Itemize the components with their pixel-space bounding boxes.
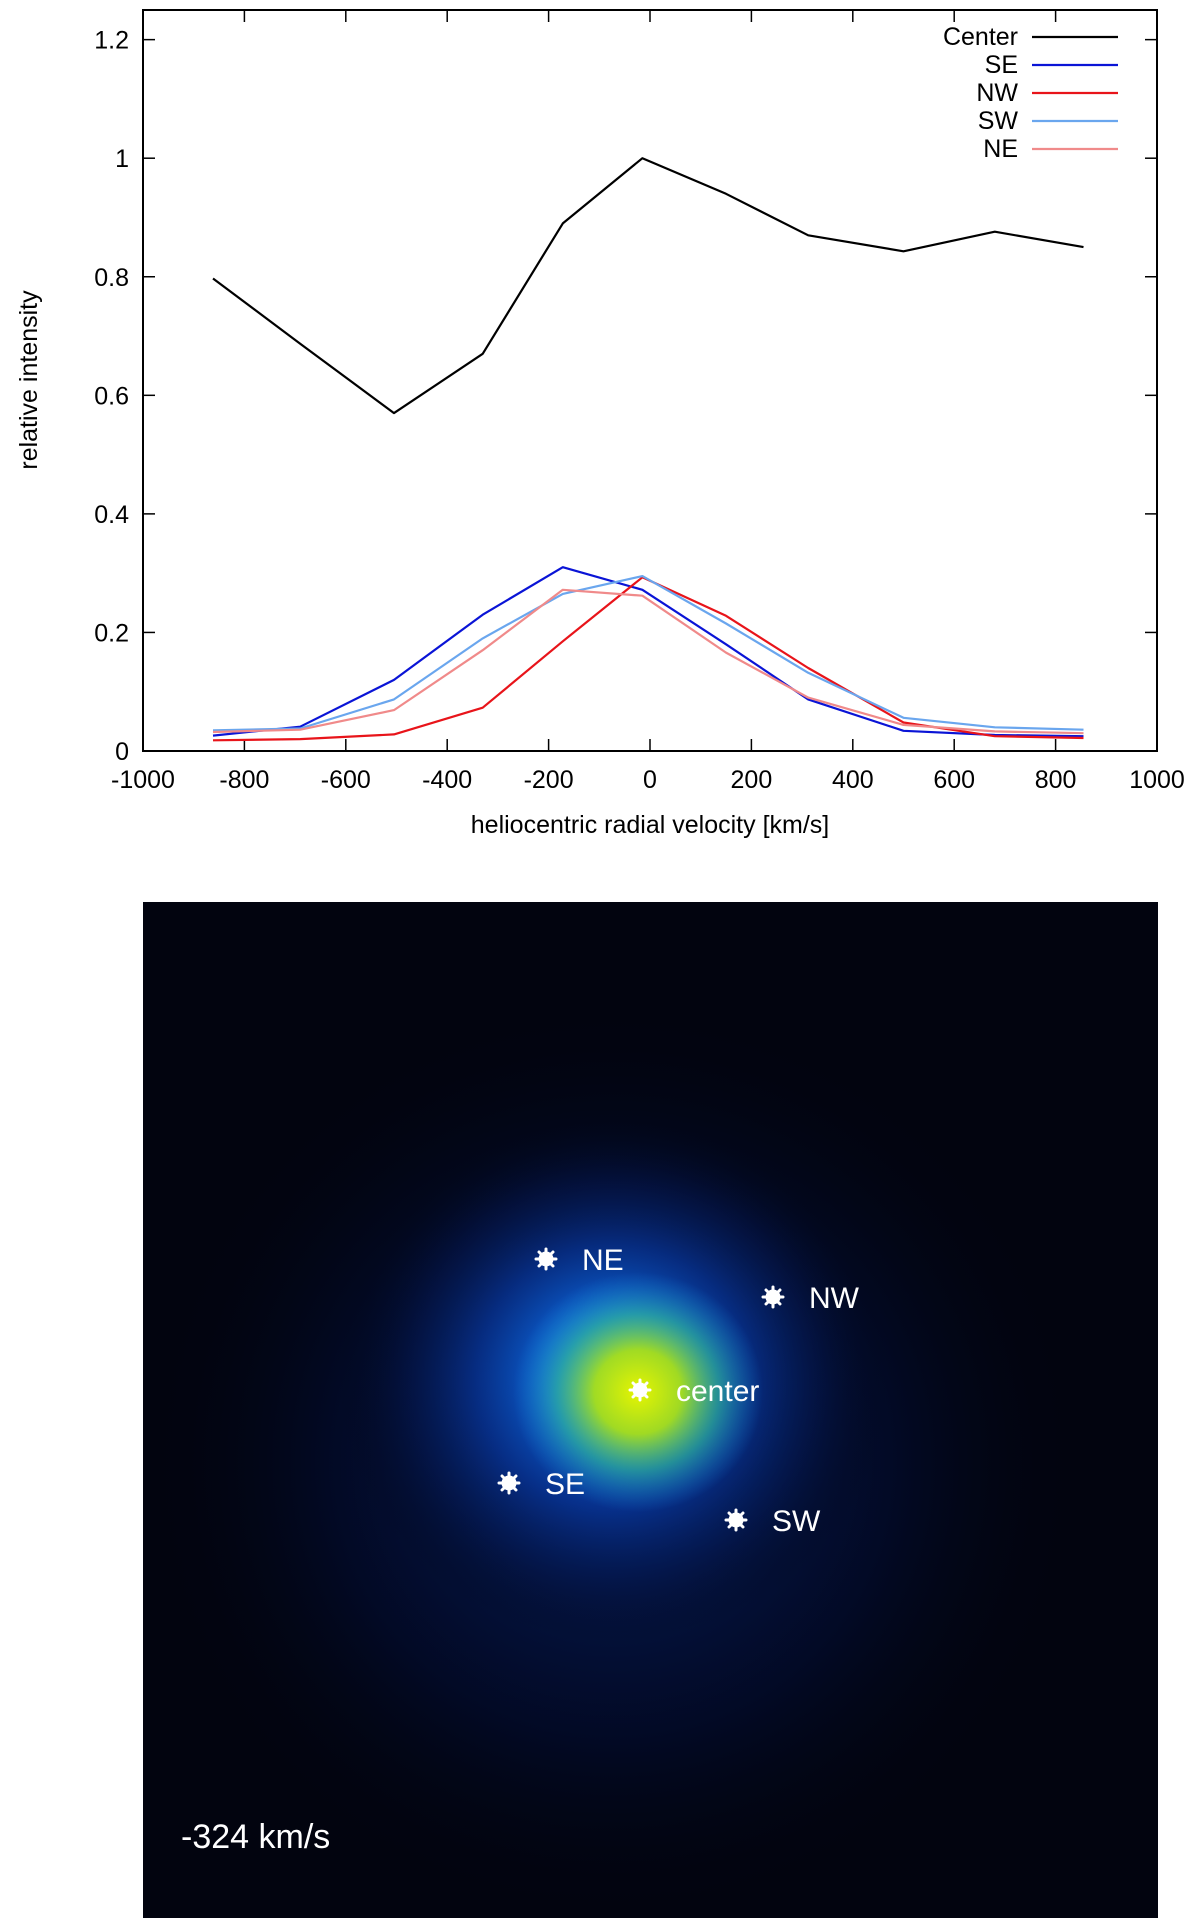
marker-center: center: [628, 1375, 759, 1408]
legend-label-center: Center: [943, 23, 1018, 51]
marker-label: NE: [582, 1244, 624, 1277]
series-line-center: [212, 157, 1084, 415]
x-tick-label: -200: [524, 766, 574, 794]
marker-sw: SW: [724, 1505, 821, 1538]
x-tick-label: -400: [422, 766, 472, 794]
series-lines: [212, 157, 1084, 742]
velocity-label: -324 km/s: [181, 1818, 330, 1856]
marker-se: SE: [497, 1468, 585, 1501]
star-spikes-icon: [497, 1471, 521, 1495]
y-tick-label: 1: [115, 145, 129, 173]
x-tick-label: -800: [219, 766, 269, 794]
y-tick-label: 1.2: [94, 27, 129, 55]
legend-label-ne: NE: [983, 135, 1018, 163]
star-spikes-icon: [628, 1378, 652, 1402]
y-tick-label: 0.8: [94, 264, 129, 292]
x-tick-label: 1000: [1129, 766, 1185, 794]
x-tick-label: 800: [1035, 766, 1077, 794]
y-tick-label: 0.4: [94, 501, 129, 529]
legend-label-se: SE: [985, 51, 1018, 79]
x-tick-label: 200: [731, 766, 773, 794]
x-tick-label: -1000: [111, 766, 175, 794]
marker-label: NW: [809, 1282, 860, 1315]
line-chart: -1000 -800 -600 -400 -200 0 200 400 600 800 1000 0 0…: [15, 9, 1185, 839]
legend-label-sw: SW: [978, 107, 1019, 135]
x-tick-label: 400: [832, 766, 874, 794]
series-line-ne: [212, 588, 1084, 735]
legend-label-nw: NW: [976, 79, 1018, 107]
marker-ne: NE: [534, 1244, 624, 1277]
x-axis-title: heliocentric radial velocity [km/s]: [471, 811, 829, 839]
series-line-sw: [212, 574, 1084, 732]
marker-label: SE: [545, 1468, 585, 1501]
y-tick-label: 0: [115, 738, 129, 766]
marker-label: center: [676, 1375, 759, 1408]
position-markers: NE NW center SE SW: [497, 1244, 860, 1538]
intensity-map: NE NW center SE SW -324 km/s: [143, 902, 1158, 1918]
x-tick-label: -600: [321, 766, 371, 794]
marker-nw: NW: [761, 1282, 860, 1315]
axis-ticks: -1000 -800 -600 -400 -200 0 200 400 600 800 1000 0 0…: [94, 10, 1185, 794]
marker-label: SW: [772, 1505, 821, 1538]
y-axis-title: relative intensity: [15, 290, 43, 470]
y-tick-label: 0.6: [94, 382, 129, 410]
x-tick-label: 600: [933, 766, 975, 794]
x-tick-label: 0: [643, 766, 657, 794]
series-line-se: [212, 566, 1084, 738]
y-tick-label: 0.2: [94, 619, 129, 647]
star-spikes-icon: [761, 1285, 785, 1309]
star-spikes-icon: [724, 1508, 748, 1532]
star-spikes-icon: [534, 1247, 558, 1271]
